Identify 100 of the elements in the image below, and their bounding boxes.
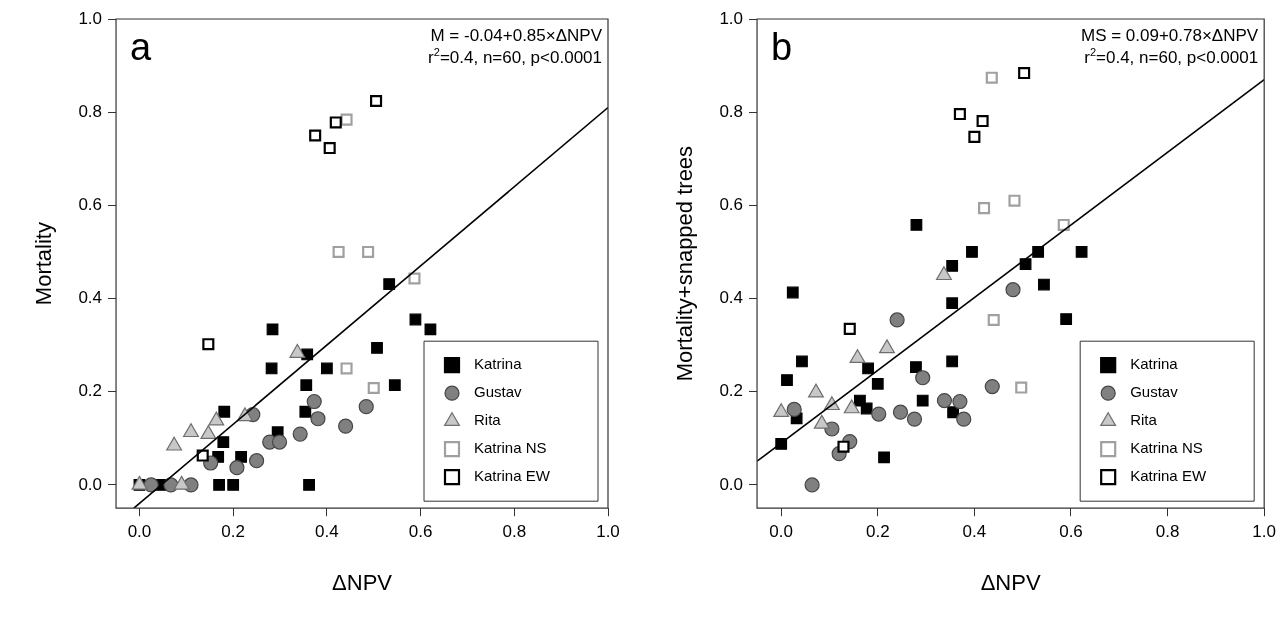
y-tick-label: 1.0 bbox=[78, 8, 103, 28]
point bbox=[235, 451, 248, 463]
point bbox=[320, 362, 333, 375]
point bbox=[916, 394, 929, 407]
point bbox=[292, 426, 308, 442]
point bbox=[910, 361, 922, 373]
point bbox=[1075, 246, 1088, 258]
y-tick-label: 0.0 bbox=[78, 474, 103, 494]
point bbox=[977, 202, 991, 215]
x-tick-label: 1.0 bbox=[596, 522, 620, 542]
point bbox=[332, 245, 345, 258]
x-axis-title: ΔNPV bbox=[332, 569, 393, 595]
point bbox=[371, 342, 383, 354]
x-tick-label: 0.2 bbox=[865, 522, 890, 542]
y-tick-label: 0.4 bbox=[719, 288, 744, 308]
point bbox=[985, 71, 998, 84]
annotation: M = -0.04+0.85×ΔNPV bbox=[430, 26, 603, 45]
point bbox=[987, 313, 1000, 327]
point bbox=[862, 362, 875, 375]
point bbox=[849, 349, 866, 364]
point bbox=[370, 94, 383, 108]
point bbox=[889, 312, 905, 328]
point bbox=[843, 399, 860, 414]
point bbox=[309, 129, 322, 142]
x-tick-label: 0.0 bbox=[769, 522, 793, 542]
point bbox=[946, 297, 959, 310]
point bbox=[936, 392, 953, 409]
point bbox=[871, 377, 884, 390]
point bbox=[303, 479, 315, 491]
x-tick-label: 0.8 bbox=[502, 522, 527, 542]
point bbox=[860, 402, 873, 415]
point bbox=[952, 393, 968, 410]
x-tick-label: 0.6 bbox=[1059, 522, 1083, 542]
point bbox=[424, 323, 437, 336]
legend-label: Katrina EW bbox=[1130, 467, 1207, 485]
point bbox=[773, 403, 790, 418]
y-tick-label: 0.6 bbox=[719, 195, 744, 215]
point bbox=[1057, 218, 1070, 231]
point bbox=[1015, 381, 1028, 394]
point bbox=[837, 440, 850, 453]
chart-title: b bbox=[771, 26, 793, 69]
x-tick-label: 0.4 bbox=[962, 522, 987, 542]
point bbox=[879, 339, 895, 354]
x-tick-label: 1.0 bbox=[1252, 522, 1276, 542]
legend-label: Gustav bbox=[1130, 383, 1179, 401]
point bbox=[196, 449, 209, 462]
y-tick-label: 0.4 bbox=[78, 288, 103, 308]
point bbox=[340, 362, 353, 375]
point bbox=[1038, 278, 1050, 291]
annotation: MS = 0.09+0.78×ΔNPV bbox=[1080, 26, 1259, 45]
x-tick-label: 0.6 bbox=[408, 522, 433, 542]
point bbox=[804, 477, 820, 493]
point bbox=[953, 108, 966, 121]
point bbox=[1018, 67, 1031, 80]
point bbox=[910, 219, 923, 231]
y-tick-label: 0.8 bbox=[719, 101, 744, 121]
point bbox=[843, 322, 856, 335]
point bbox=[388, 379, 401, 392]
point bbox=[340, 113, 353, 126]
point bbox=[786, 286, 799, 299]
x-tick-label: 0.0 bbox=[127, 522, 152, 542]
point bbox=[906, 411, 923, 427]
point bbox=[915, 370, 931, 386]
x-axis-title: ΔNPV bbox=[980, 569, 1041, 595]
point bbox=[786, 401, 802, 418]
point bbox=[362, 245, 375, 258]
y-tick-label: 0.2 bbox=[719, 381, 744, 401]
point bbox=[367, 381, 380, 395]
point bbox=[265, 362, 278, 375]
point bbox=[984, 379, 1000, 395]
y-axis-title: Mortality bbox=[31, 222, 57, 306]
point bbox=[323, 142, 336, 155]
point bbox=[808, 383, 824, 398]
point bbox=[946, 260, 959, 272]
point bbox=[306, 393, 322, 410]
legend-label: Gustav bbox=[474, 383, 523, 401]
legend-label: Katrina bbox=[1130, 355, 1179, 373]
x-tick-label: 0.2 bbox=[221, 522, 245, 542]
point bbox=[183, 423, 199, 438]
point bbox=[878, 451, 890, 464]
point bbox=[409, 313, 422, 326]
point bbox=[213, 479, 226, 491]
legend-label: Katrina NS bbox=[474, 439, 547, 457]
legend-label: Rita bbox=[1130, 411, 1158, 429]
point bbox=[310, 411, 326, 427]
point bbox=[781, 374, 793, 386]
legend-label: Katrina bbox=[474, 355, 523, 373]
point bbox=[249, 453, 265, 469]
y-axis-title: Mortality+snapped trees bbox=[672, 145, 698, 382]
chart-title: a bbox=[130, 26, 153, 69]
legend-label: Katrina EW bbox=[474, 467, 551, 485]
point bbox=[218, 405, 231, 418]
point bbox=[796, 355, 808, 368]
y-tick-label: 0.2 bbox=[78, 381, 103, 401]
legend-label: Katrina NS bbox=[1130, 439, 1203, 457]
y-tick-label: 0.0 bbox=[719, 474, 744, 494]
point bbox=[329, 116, 342, 129]
point bbox=[202, 338, 215, 351]
point bbox=[358, 399, 374, 415]
point bbox=[1008, 194, 1021, 207]
